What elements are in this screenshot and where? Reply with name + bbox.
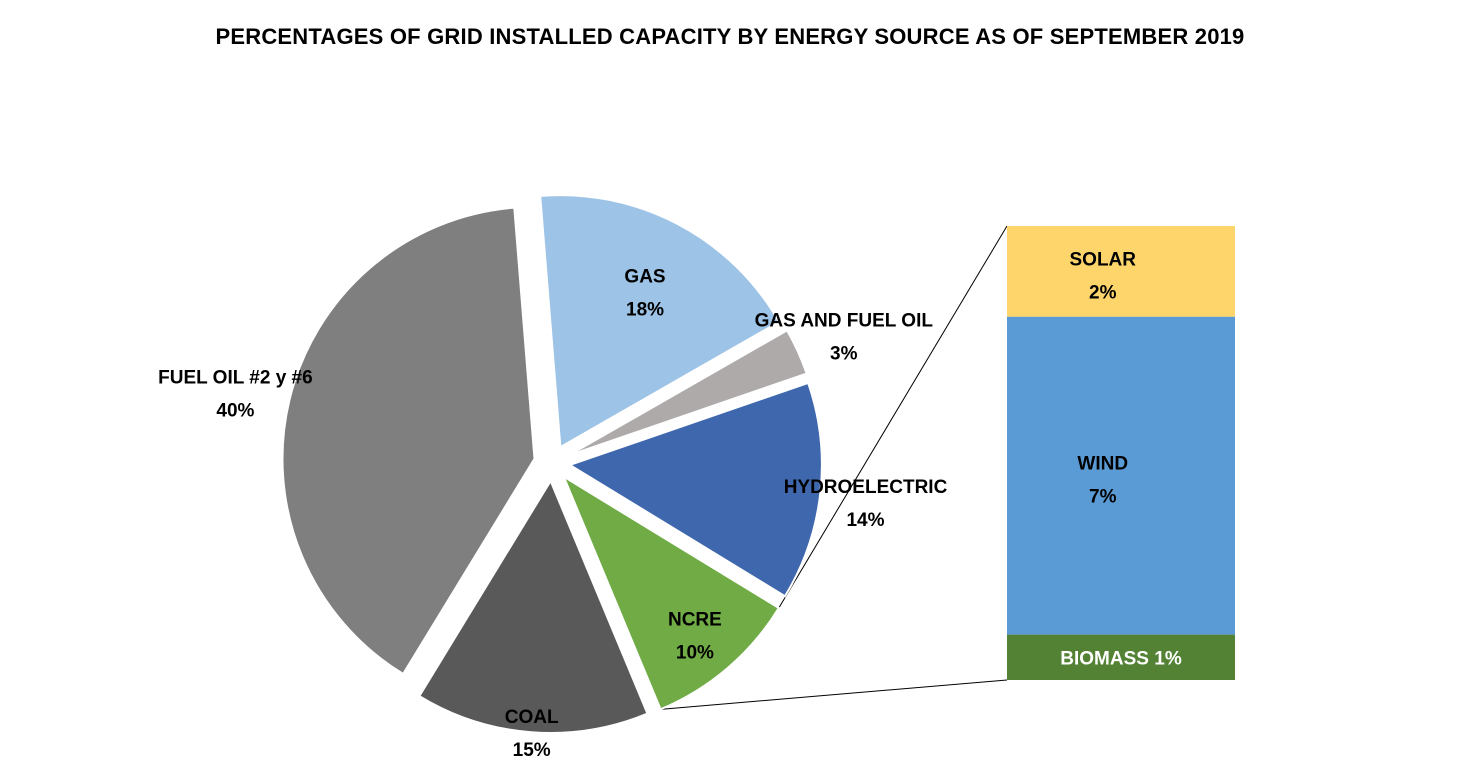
slice-label-ncre: NCRE: [668, 610, 722, 631]
bar-value-wind: 7%: [1089, 487, 1117, 508]
slice-label-gas-and-fuel-oil: GAS AND FUEL OIL: [755, 311, 934, 332]
slice-value-gas: 18%: [626, 300, 664, 321]
slice-value-coal: 15%: [513, 740, 551, 761]
bar-label-solar: SOLAR: [1070, 249, 1137, 270]
breakdown-bar: [1007, 226, 1235, 680]
connector-line-top: [778, 225, 1008, 609]
slice-value-ncre: 10%: [676, 643, 714, 664]
slice-value-fuel-oil-2-y-6: 40%: [216, 401, 254, 422]
slice-label-hydroelectric: HYDROELECTRIC: [784, 477, 948, 498]
slice-label-fuel-oil-2-y-6: FUEL OIL #2 y #6: [158, 368, 313, 389]
bar-label-biomass: BIOMASS 1%: [1060, 648, 1182, 669]
bar-value-biomass: 1%: [1149, 648, 1182, 669]
connector-line-bottom: [660, 679, 1008, 710]
bar-segment-solar: [1007, 226, 1235, 317]
pie-slice-gas: [539, 194, 781, 449]
slice-label-coal: COAL: [505, 707, 559, 728]
pie-slice-coal: [417, 478, 649, 734]
pie-slices: [281, 194, 823, 734]
pie-slice-ncre: [561, 474, 781, 711]
slice-value-gas-and-fuel-oil: 3%: [830, 344, 858, 365]
slice-label-gas: GAS: [624, 267, 665, 288]
chart-title: PERCENTAGES OF GRID INSTALLED CAPACITY B…: [215, 24, 1245, 49]
bar-label-wind: WIND: [1077, 454, 1128, 475]
bar-label-biomass-name: BIOMASS: [1060, 648, 1149, 669]
slice-value-hydroelectric: 14%: [846, 510, 884, 531]
pie-slice-hydroelectric: [567, 381, 823, 598]
chart-labels: HYDROELECTRIC 14% NCRE 10% COAL 15% FUEL OIL #…: [158, 249, 1182, 761]
bar-segment-wind: [1007, 316, 1235, 635]
pie-slice-fuel-oil-2-y-6: [281, 206, 536, 676]
pie-slice-gas-and-fuel-oil: [567, 328, 808, 457]
bar-value-solar: 2%: [1089, 282, 1117, 303]
breakdown-connector-lines: [660, 225, 1008, 710]
bar-segment-biomass: [1007, 634, 1235, 680]
